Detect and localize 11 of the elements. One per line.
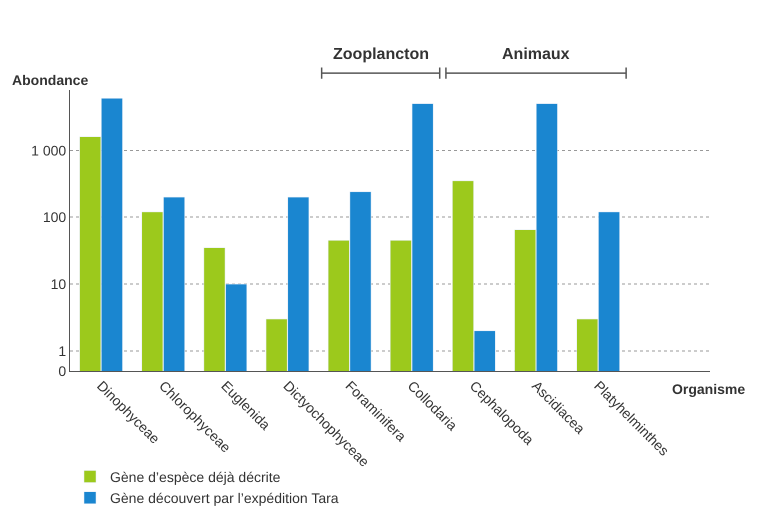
legend-label: Gène découvert par l’expédition Tara [110,490,339,506]
y-tick-label: 10 [50,276,66,292]
y-tick-label: 1 000 [31,142,66,158]
text: Animaux [502,46,570,63]
y-tick-label: 1 [58,342,66,359]
legend-label: Gène d’espèce déjà décrite [110,468,281,485]
y-tick-label: 0 [58,362,66,379]
text: Zooplancton [333,46,429,63]
y-tick-label: 100 [42,209,66,226]
y-axis-title: Abondance [12,72,88,88]
x-axis-title: Organisme [672,381,746,397]
